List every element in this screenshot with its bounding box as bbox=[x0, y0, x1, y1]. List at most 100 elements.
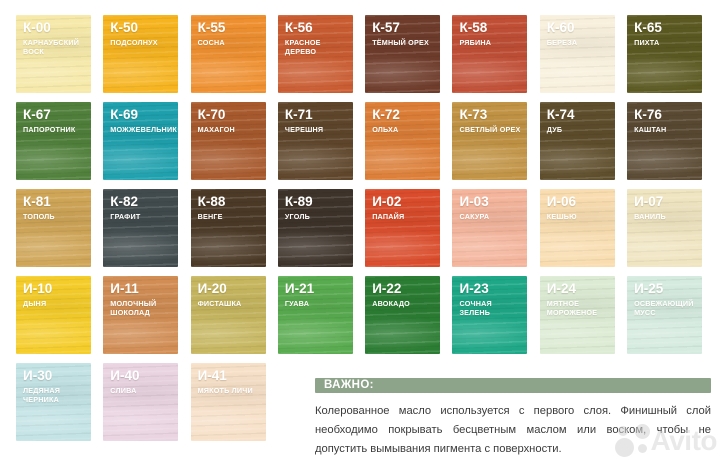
swatch-code: И-23 bbox=[459, 281, 489, 296]
swatch-code: И-21 bbox=[284, 281, 315, 296]
swatch-name: ПАПОРОТНИК bbox=[23, 124, 76, 134]
color-swatch-И-25: И-25 ОСВЕЖАЮЩИЙ МУСС bbox=[627, 276, 703, 354]
swatch-name: ДЫНЯ bbox=[23, 298, 47, 308]
swatch-code: И-06 bbox=[546, 194, 576, 209]
color-swatch-И-10: И-10 ДЫНЯ bbox=[16, 276, 91, 354]
swatch-name: САКУРА bbox=[459, 211, 490, 221]
swatch-code: И-30 bbox=[23, 368, 53, 383]
swatch-code: К-76 bbox=[634, 107, 662, 122]
note-text: Колерованное масло используется с первог… bbox=[315, 405, 711, 455]
color-swatch-И-11: И-11 МОЛОЧНЫЙ ШОКОЛАД bbox=[103, 276, 179, 354]
color-swatch-И-07: И-07 ВАНИЛЬ bbox=[627, 189, 703, 267]
swatch-code: И-24 bbox=[546, 281, 576, 296]
swatch-code: И-41 bbox=[197, 368, 227, 383]
swatch-name: СОЧНАЯ ЗЕЛЕНЬ bbox=[459, 298, 492, 318]
color-swatch-И-40: И-40 СЛИВА bbox=[103, 363, 179, 441]
color-swatch-К-69: К-69 МОЖЖЕВЕЛЬНИК bbox=[103, 102, 179, 180]
swatch-code: К-56 bbox=[284, 20, 313, 35]
swatch-code: К-67 bbox=[23, 107, 51, 122]
swatch-name: БЕРЕЗА bbox=[546, 37, 578, 47]
swatch-code: К-58 bbox=[459, 20, 488, 35]
swatch-name: КАРНАУБСКИЙ ВОСК bbox=[23, 37, 80, 57]
swatch-code: И-02 bbox=[372, 194, 402, 209]
swatch-name: ПАПАЙЯ bbox=[372, 211, 405, 221]
swatch-code: И-11 bbox=[110, 281, 139, 296]
color-swatch-К-55: К-55 СОСНА bbox=[190, 15, 266, 93]
swatch-code: К-73 bbox=[459, 107, 488, 122]
color-swatch-К-81: К-81 ТОПОЛЬ bbox=[16, 189, 91, 267]
swatch-name: ВАНИЛЬ bbox=[634, 211, 666, 221]
color-swatch-К-71: К-71 ЧЕРЕШНЯ bbox=[277, 102, 353, 180]
color-swatch-И-21: И-21 ГУАВА bbox=[277, 276, 353, 354]
avito-watermark: Avito bbox=[614, 424, 718, 458]
swatch-code: К-65 bbox=[634, 20, 662, 35]
swatch-code: К-82 bbox=[110, 194, 139, 209]
color-swatch-К-74: К-74 ДУБ bbox=[539, 102, 615, 180]
swatch-name: ТОПОЛЬ bbox=[23, 211, 55, 221]
color-swatch-К-89: К-89 УГОЛЬ bbox=[277, 189, 353, 267]
swatch-name: РЯБИНА bbox=[459, 37, 492, 47]
swatch-name: ПОДСОЛНУХ bbox=[110, 37, 158, 47]
swatch-code: К-69 bbox=[110, 107, 139, 122]
color-swatch-И-02: И-02 ПАПАЙЯ bbox=[365, 189, 441, 267]
swatch-name: ДУБ bbox=[546, 124, 563, 134]
swatch-code: К-50 bbox=[110, 20, 139, 35]
color-swatch-И-22: И-22 АВОКАДО bbox=[365, 276, 441, 354]
swatch-name: МАХАГОН bbox=[197, 124, 235, 134]
avito-watermark-label: Avito bbox=[650, 425, 718, 456]
swatch-code: И-20 bbox=[197, 281, 227, 296]
swatch-code: К-89 bbox=[284, 194, 313, 209]
color-swatch-И-30: И-30 ЛЕДЯНАЯ ЧЕРНИКА bbox=[16, 363, 91, 441]
swatch-name: МЯТНОЕ МОРОЖЕНОЕ bbox=[546, 298, 598, 318]
swatch-code: К-88 bbox=[197, 194, 226, 209]
color-swatch-К-65: К-65 ПИХТА bbox=[627, 15, 703, 93]
swatch-code: К-70 bbox=[197, 107, 226, 122]
color-swatch-К-58: К-58 РЯБИНА bbox=[452, 15, 528, 93]
swatch-name: СВЕТЛЫЙ ОРЕХ bbox=[459, 124, 521, 134]
swatch-name: АВОКАДО bbox=[372, 298, 410, 308]
swatch-name: УГОЛЬ bbox=[284, 211, 310, 221]
swatch-code: К-00 bbox=[23, 20, 51, 35]
swatch-name: ПИХТА bbox=[634, 37, 660, 47]
color-swatch-К-70: К-70 МАХАГОН bbox=[190, 102, 266, 180]
swatch-name: МОЛОЧНЫЙ ШОКОЛАД bbox=[110, 298, 157, 318]
color-swatch-К-88: К-88 ВЕНГЕ bbox=[190, 189, 266, 267]
color-swatch-К-73: К-73 СВЕТЛЫЙ ОРЕХ bbox=[452, 102, 528, 180]
swatch-name: ВЕНГЕ bbox=[197, 211, 223, 221]
color-swatch-И-24: И-24 МЯТНОЕ МОРОЖЕНОЕ bbox=[539, 276, 615, 354]
swatch-code: И-40 bbox=[110, 368, 140, 383]
color-swatch-И-06: И-06 КЕШЬЮ bbox=[539, 189, 615, 267]
swatch-name: ФИСТАШКА bbox=[197, 298, 242, 308]
color-swatch-К-57: К-57 ТЁМНЫЙ ОРЕХ bbox=[365, 15, 441, 93]
swatch-name: КЕШЬЮ bbox=[546, 211, 577, 221]
color-swatch-И-41: И-41 МЯКОТЬ ЛИЧИ bbox=[190, 363, 266, 441]
swatch-name: КАШТАН bbox=[634, 124, 667, 134]
swatch-name: ОЛЬХА bbox=[372, 124, 399, 134]
swatch-code: К-55 bbox=[197, 20, 226, 35]
swatch-name: ЧЕРЕШНЯ bbox=[284, 124, 324, 134]
color-swatch-К-76: К-76 КАШТАН bbox=[627, 102, 703, 180]
swatch-code: И-10 bbox=[23, 281, 53, 296]
swatch-name: СЛИВА bbox=[110, 385, 137, 395]
swatch-name: ГУАВА bbox=[284, 298, 310, 308]
color-swatch-И-20: И-20 ФИСТАШКА bbox=[190, 276, 266, 354]
color-swatch-К-82: К-82 ГРАФИТ bbox=[103, 189, 179, 267]
swatch-name: МЯКОТЬ ЛИЧИ bbox=[197, 385, 253, 395]
color-swatch-К-60: К-60 БЕРЕЗА bbox=[539, 15, 615, 93]
swatch-code: И-07 bbox=[634, 194, 664, 209]
color-swatch-К-56: К-56 КРАСНОЕ ДЕРЕВО bbox=[277, 15, 353, 93]
color-swatch-И-23: И-23 СОЧНАЯ ЗЕЛЕНЬ bbox=[452, 276, 528, 354]
color-swatch-К-50: К-50 ПОДСОЛНУХ bbox=[103, 15, 179, 93]
swatch-code: И-03 bbox=[459, 194, 489, 209]
swatch-code: К-74 bbox=[546, 107, 575, 122]
color-swatch-К-67: К-67 ПАПОРОТНИК bbox=[16, 102, 91, 180]
color-swatch-И-03: И-03 САКУРА bbox=[452, 189, 528, 267]
color-swatch-К-00: К-00 КАРНАУБСКИЙ ВОСК bbox=[16, 15, 91, 93]
swatch-name: ТЁМНЫЙ ОРЕХ bbox=[372, 37, 429, 47]
swatch-code: И-25 bbox=[634, 281, 664, 296]
swatch-code: К-60 bbox=[546, 20, 575, 35]
swatch-name: ЛЕДЯНАЯ ЧЕРНИКА bbox=[23, 385, 61, 405]
swatch-code: И-22 bbox=[372, 281, 402, 296]
swatch-name: МОЖЖЕВЕЛЬНИК bbox=[110, 124, 177, 134]
color-swatch-К-72: К-72 ОЛЬХА bbox=[365, 102, 441, 180]
